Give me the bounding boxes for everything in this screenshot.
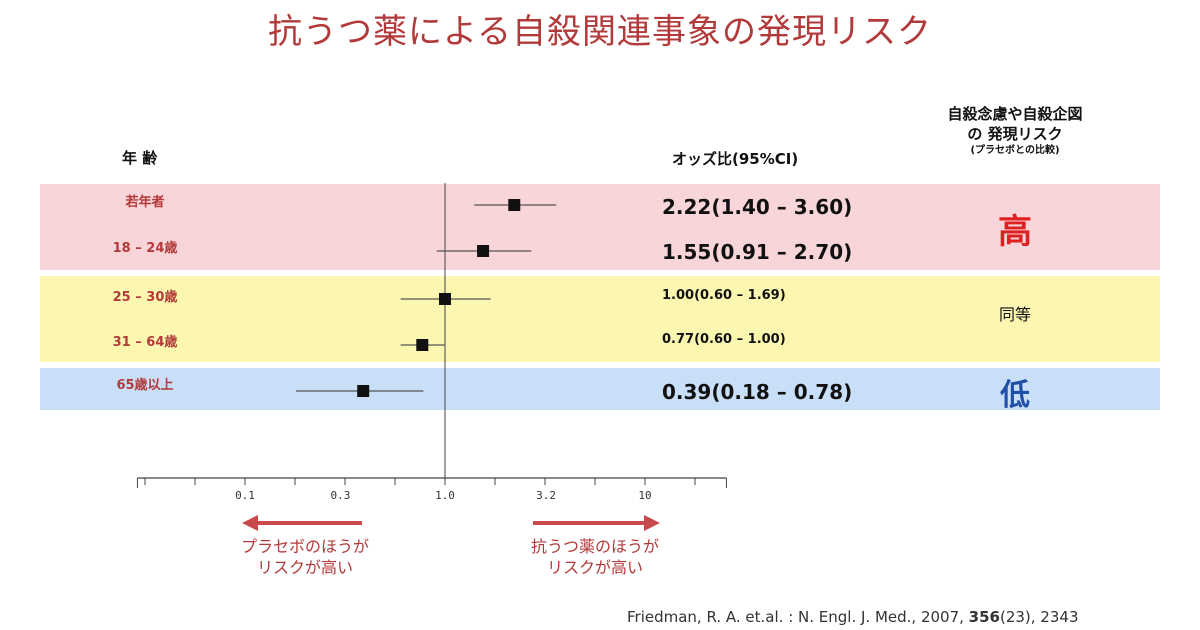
- risk-header-line3: (プラセボとの比較): [970, 145, 1060, 156]
- risk-label-low: 低: [1000, 378, 1030, 413]
- citation-suffix: (23), 2343: [999, 608, 1079, 626]
- age-label-row1: 若年者: [125, 195, 165, 210]
- band-same-risk: [40, 276, 1160, 362]
- age-column-header: 年 齢: [122, 149, 158, 167]
- odds-label-row2: 1.55(0.91 – 2.70): [662, 240, 853, 264]
- left-arrow-label-line2: リスクが高い: [256, 558, 353, 577]
- left-arrow-label: プラセボのほうが リスクが高い: [220, 536, 390, 578]
- citation: Friedman, R. A. et.al. : N. Engl. J. Med…: [627, 608, 1079, 626]
- point-estimate: [439, 293, 451, 305]
- odds-label-row3: 1.00(0.60 – 1.69): [662, 288, 786, 303]
- x-tick-label: 1.0: [435, 489, 455, 502]
- x-tick-label: 3.2: [536, 489, 556, 502]
- risk-header-line1: 自殺念慮や自殺企図: [947, 105, 1083, 123]
- odds-label-row5: 0.39(0.18 – 0.78): [662, 380, 853, 404]
- right-arrow-label: 抗うつ薬のほうが リスクが高い: [510, 536, 680, 578]
- age-label-row3: 25 – 30歳: [112, 290, 178, 305]
- x-tick-label: 10: [638, 489, 651, 502]
- x-tick-label: 0.3: [330, 489, 350, 502]
- odds-label-row1: 2.22(1.40 – 3.60): [662, 195, 853, 219]
- point-estimate: [416, 339, 429, 351]
- right-arrow-label-line1: 抗うつ薬のほうが: [530, 537, 659, 556]
- band-low-risk: [40, 368, 1160, 410]
- band-high-risk: [40, 184, 1160, 270]
- odds-label-row4: 0.77(0.60 – 1.00): [662, 332, 786, 347]
- left-arrow-label-line1: プラセボのほうが: [240, 537, 369, 556]
- odds-column-header: オッズ比(95%CI): [672, 150, 799, 168]
- point-estimate: [508, 199, 521, 211]
- citation-prefix: Friedman, R. A. et.al. : N. Engl. J. Med…: [627, 608, 964, 626]
- point-estimate: [357, 385, 370, 397]
- age-label-row4: 31 – 64歳: [112, 335, 178, 350]
- right-arrow-label-line2: リスクが高い: [546, 558, 643, 577]
- x-tick-label: 0.1: [235, 489, 255, 502]
- page-title: 抗うつ薬による自殺関連事象の発現リスク: [268, 12, 932, 52]
- risk-label-same: 同等: [998, 305, 1031, 324]
- age-label-row2: 18 – 24歳: [112, 241, 178, 256]
- risk-label-high: 高: [998, 212, 1032, 252]
- risk-header-line2: の 発現リスク: [967, 125, 1063, 143]
- right-arrow-head: [644, 515, 660, 531]
- point-estimate: [477, 245, 490, 257]
- left-arrow-head: [242, 515, 258, 531]
- citation-volume: 356: [968, 608, 1000, 626]
- risk-column-header: 自殺念慮や自殺企図 の 発現リスク (プラセボとの比較): [915, 104, 1115, 158]
- age-label-row5: 65歳以上: [116, 378, 174, 393]
